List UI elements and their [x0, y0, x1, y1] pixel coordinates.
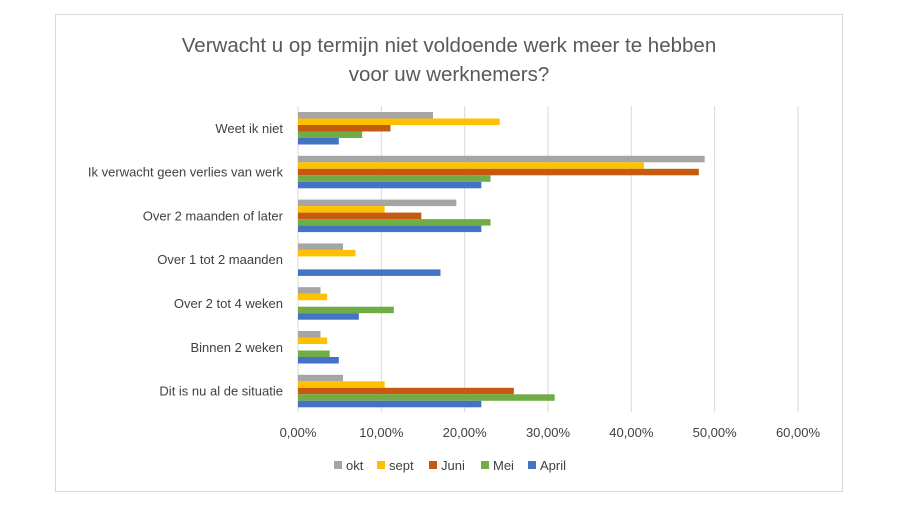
legend-swatch: [481, 461, 489, 469]
legend-item-sept: sept: [377, 458, 414, 473]
x-tick-label: 60,00%: [776, 425, 821, 440]
bar-april: [298, 138, 339, 145]
x-tick-label: 30,00%: [526, 425, 571, 440]
bar-mei: [298, 350, 330, 357]
bar-juni: [298, 125, 391, 132]
legend-label: okt: [346, 458, 364, 473]
bar-sept: [298, 249, 356, 257]
bar-okt: [298, 374, 343, 382]
bar-mei: [298, 131, 363, 138]
legend: okt sept Juni Mei April: [334, 458, 566, 473]
bar-sept: [298, 162, 644, 169]
bar-april: [298, 225, 482, 233]
chart-title-line-1: Verwacht u op termijn niet voldoende wer…: [182, 34, 716, 57]
legend-item-april: April: [528, 458, 566, 473]
bar-okt: [298, 199, 457, 207]
x-tick-label: 20,00%: [443, 425, 488, 440]
x-tick-labels: 0,00% 10,00% 20,00% 30,00% 40,00% 50,00% 60,00…: [280, 425, 821, 440]
bar-mei: [298, 175, 491, 182]
bar-okt: [298, 155, 705, 163]
bar-okt: [298, 112, 433, 119]
category-label: Dit is nu al de situatie: [159, 384, 283, 399]
category-label: Over 2 maanden of later: [143, 208, 284, 223]
category-label: Over 1 tot 2 maanden: [157, 252, 283, 267]
bar-april: [298, 181, 482, 189]
bar-juni: [298, 168, 699, 176]
bar-sept: [298, 118, 500, 125]
bar-juni: [298, 212, 422, 220]
bar-okt: [298, 287, 321, 294]
legend-label: sept: [389, 458, 414, 473]
legend-item-juni: Juni: [429, 458, 465, 473]
x-tick-label: 0,00%: [280, 425, 317, 440]
bar-april: [298, 313, 359, 320]
legend-item-okt: okt: [334, 458, 364, 473]
legend-label: Mei: [493, 458, 514, 473]
bar-april: [298, 269, 441, 276]
legend-item-mei: Mei: [481, 458, 514, 473]
legend-swatch: [377, 461, 385, 469]
x-tick-label: 10,00%: [359, 425, 404, 440]
bar-april: [298, 400, 482, 408]
bar-mei: [298, 219, 491, 226]
legend-label: Juni: [441, 458, 465, 473]
x-tick-label: 40,00%: [609, 425, 654, 440]
bar-sept: [298, 293, 328, 301]
bar-sept: [298, 337, 328, 344]
bars: [298, 112, 705, 408]
chart-title-line-2: voor uw werknemers?: [349, 63, 550, 86]
legend-label: April: [540, 458, 566, 473]
category-label: Binnen 2 weken: [190, 340, 283, 355]
bar-juni: [298, 387, 514, 395]
bar-mei: [298, 394, 555, 401]
bar-okt: [298, 243, 343, 250]
legend-swatch: [429, 461, 437, 469]
legend-swatch: [528, 461, 536, 469]
x-tick-label: 50,00%: [693, 425, 738, 440]
bar-mei: [298, 306, 394, 314]
category-label: Ik verwacht geen verlies van werk: [88, 165, 284, 180]
chart-title: Verwacht u op termijn niet voldoende wer…: [182, 34, 716, 86]
category-label: Weet ik niet: [215, 121, 283, 136]
bar-april: [298, 357, 339, 364]
chart-frame: [55, 14, 843, 492]
bar-okt: [298, 331, 321, 338]
legend-swatch: [334, 461, 342, 469]
category-label: Over 2 tot 4 weken: [174, 296, 283, 311]
category-labels: Weet ik niet Ik verwacht geen verlies van…: [88, 121, 284, 399]
bar-sept: [298, 206, 385, 213]
gridlines: [297, 106, 799, 412]
bar-sept: [298, 381, 385, 388]
